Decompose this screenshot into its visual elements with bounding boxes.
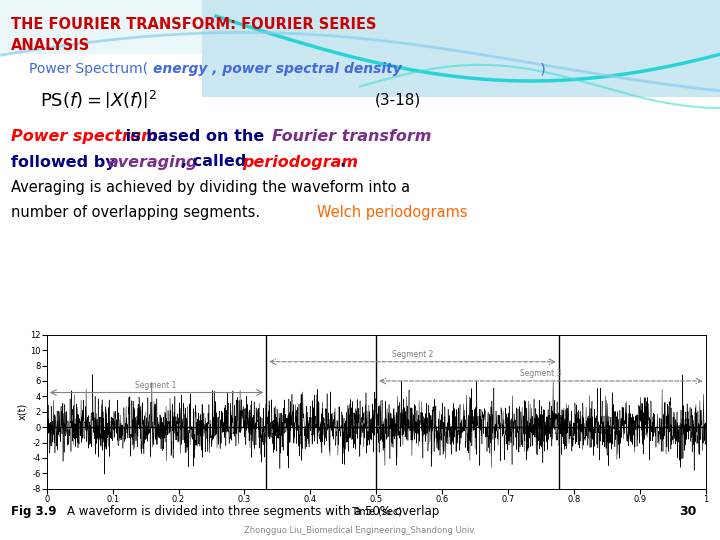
Text: Power Spectrum(: Power Spectrum( <box>29 62 148 76</box>
Text: ANALYSIS: ANALYSIS <box>11 38 90 53</box>
Text: Averaging is achieved by dividing the waveform into a: Averaging is achieved by dividing the wa… <box>11 180 410 195</box>
Text: followed by: followed by <box>11 154 121 170</box>
Text: averaging: averaging <box>107 154 198 170</box>
Text: energy , power spectral density: energy , power spectral density <box>153 62 402 76</box>
Text: periodogram: periodogram <box>242 154 358 170</box>
Text: Power spectrum: Power spectrum <box>11 129 158 144</box>
Text: is based on the: is based on the <box>120 129 270 144</box>
Text: $\mathrm{PS}(f) = \left|X(f)\right|^{2}$: $\mathrm{PS}(f) = \left|X(f)\right|^{2}$ <box>40 89 157 111</box>
Text: , called: , called <box>181 154 253 170</box>
Text: Fourier transform: Fourier transform <box>272 129 431 144</box>
Text: (3-18): (3-18) <box>374 92 420 107</box>
Text: Segment 2: Segment 2 <box>392 350 433 359</box>
Text: Welch periodograms: Welch periodograms <box>317 205 467 220</box>
Text: Fig 3.9: Fig 3.9 <box>11 505 56 518</box>
Text: Segment 3: Segment 3 <box>520 369 562 379</box>
Text: Segment 1: Segment 1 <box>135 381 176 390</box>
Polygon shape <box>0 0 720 54</box>
Text: Zhongguo Liu_Biomedical Engineering_Shandong Univ.: Zhongguo Liu_Biomedical Engineering_Shan… <box>244 526 476 535</box>
Text: 30: 30 <box>679 505 696 518</box>
Y-axis label: x(t): x(t) <box>17 403 27 420</box>
X-axis label: Time (sec): Time (sec) <box>351 507 402 517</box>
Text: .: . <box>339 154 346 170</box>
Text: ): ) <box>536 62 546 76</box>
Text: THE FOURIER TRANSFORM: FOURIER SERIES: THE FOURIER TRANSFORM: FOURIER SERIES <box>11 17 377 32</box>
Text: number of overlapping segments.: number of overlapping segments. <box>11 205 264 220</box>
Text: A waveform is divided into three segments with a 50% overlap: A waveform is divided into three segment… <box>67 505 439 518</box>
Polygon shape <box>202 0 720 97</box>
